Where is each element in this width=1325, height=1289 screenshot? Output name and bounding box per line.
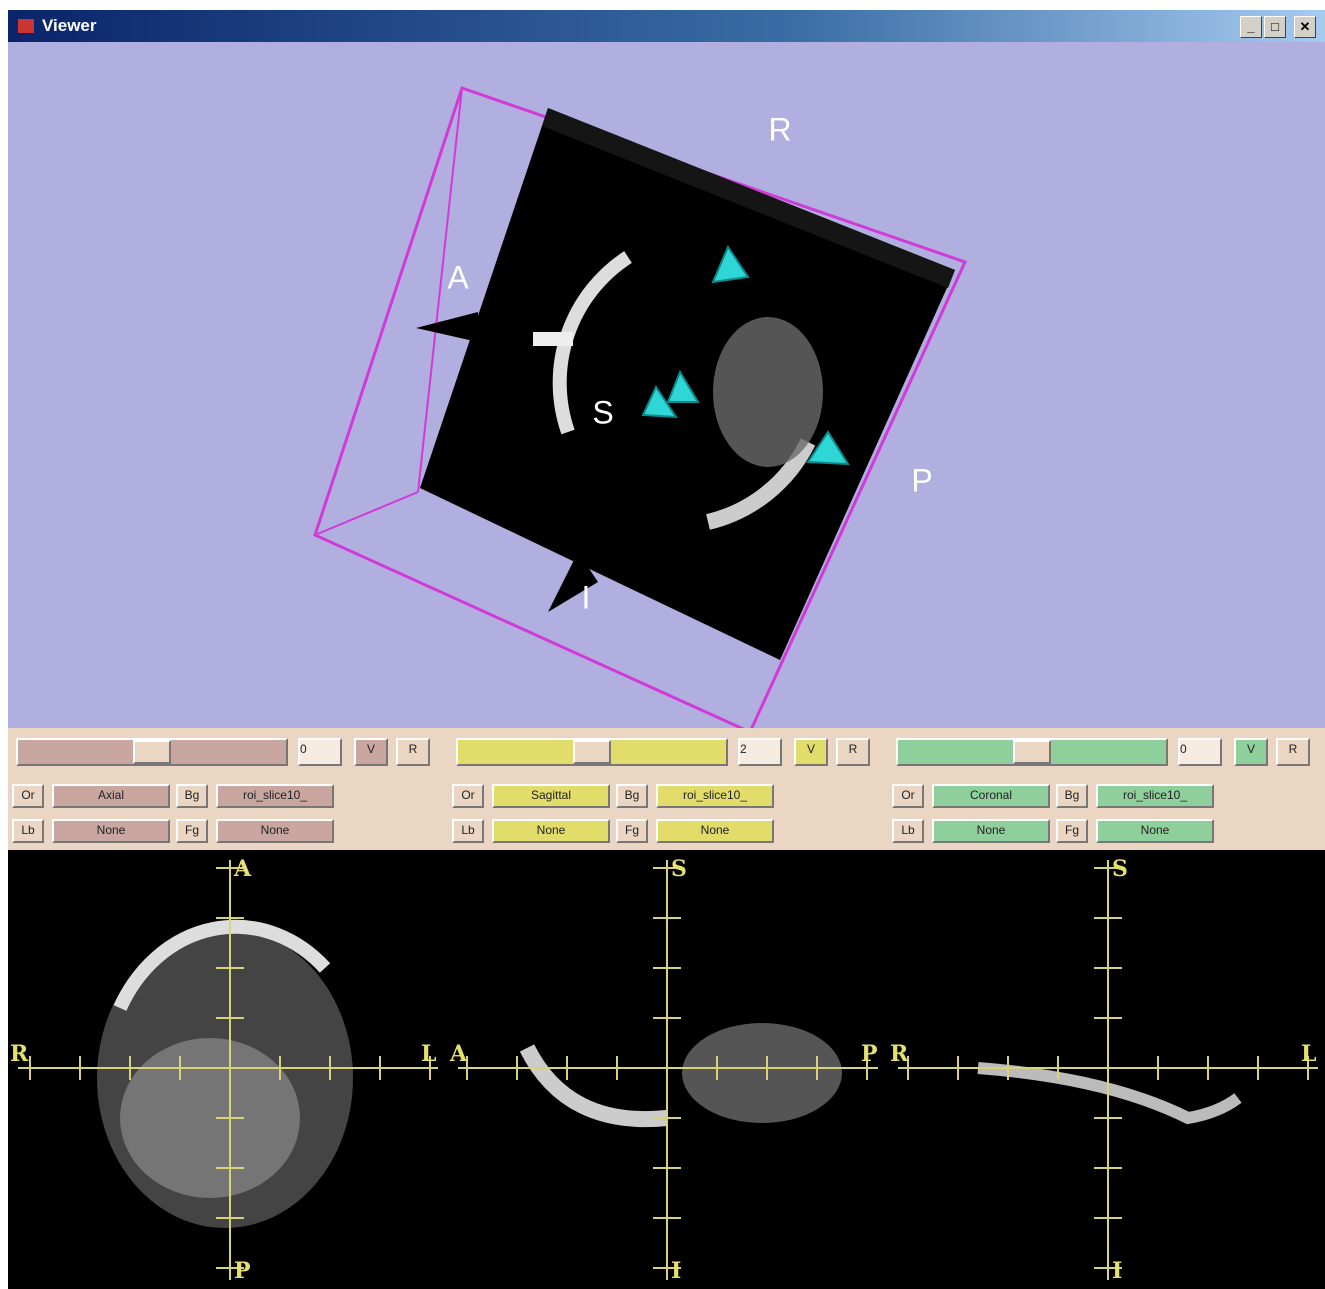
- menu-label[interactable]: Fg: [176, 819, 208, 843]
- bounding-box-edge: [417, 87, 463, 493]
- bounding-box: [313, 86, 968, 728]
- orientation-label: I: [1112, 1258, 1122, 1284]
- orientation-label: I: [671, 1258, 681, 1284]
- orientation-label: P: [234, 1258, 251, 1284]
- fiducial: [806, 430, 850, 466]
- plane-tab: [548, 552, 598, 612]
- visible-button[interactable]: V: [354, 738, 388, 766]
- slice-entry[interactable]: 0: [1178, 738, 1222, 766]
- menu-button[interactable]: Axial: [52, 784, 170, 808]
- image-region: [682, 1023, 842, 1123]
- menu-label[interactable]: Bg: [1056, 784, 1088, 808]
- orientation-label: S: [592, 394, 613, 430]
- image-arc: [977, 1062, 1242, 1125]
- orientation-label: R: [768, 111, 791, 147]
- slice-plane-edge: [542, 108, 955, 288]
- fiducial: [666, 369, 700, 403]
- visible-button[interactable]: V: [1234, 738, 1268, 766]
- menu-button[interactable]: None: [492, 819, 610, 843]
- image-arc: [113, 919, 331, 1011]
- visible-button[interactable]: V: [794, 738, 828, 766]
- menu-label[interactable]: Or: [12, 784, 44, 808]
- minimize-button[interactable]: _: [1240, 16, 1262, 38]
- slider-thumb[interactable]: [133, 740, 171, 764]
- view-3d[interactable]: R A S P I: [8, 42, 1325, 728]
- maximize-button[interactable]: □: [1264, 16, 1286, 38]
- fiducial: [711, 244, 750, 284]
- slice-entry[interactable]: 0: [298, 738, 342, 766]
- menu-label[interactable]: Or: [892, 784, 924, 808]
- fiducial: [641, 384, 678, 419]
- fiducials: [641, 244, 850, 466]
- image-tissue: [713, 317, 823, 467]
- menu-label[interactable]: Fg: [616, 819, 648, 843]
- menu-button[interactable]: None: [932, 819, 1050, 843]
- orientation-label: A: [233, 856, 252, 882]
- orientation-label: P: [861, 1041, 878, 1067]
- orientation-label: P: [911, 462, 932, 498]
- slice-controls: 0 V R Or Axial Bg roi_slice10_ Lb None Fg None 2 V R O…: [8, 728, 1325, 850]
- image-region: [120, 1038, 300, 1198]
- menu-label[interactable]: Lb: [452, 819, 484, 843]
- menu-button[interactable]: Coronal: [932, 784, 1050, 808]
- menu-label[interactable]: Bg: [176, 784, 208, 808]
- reset-button[interactable]: R: [836, 738, 870, 766]
- title-bar: Viewer _ □ ✕: [8, 10, 1325, 42]
- orientation-label: I: [582, 579, 591, 615]
- orientation-label: S: [671, 856, 687, 882]
- menu-button[interactable]: roi_slice10_: [656, 784, 774, 808]
- menu-button[interactable]: roi_slice10_: [1096, 784, 1214, 808]
- menu-button[interactable]: Sagittal: [492, 784, 610, 808]
- orientation-label: L: [1301, 1041, 1316, 1067]
- close-button[interactable]: ✕: [1294, 16, 1316, 38]
- image-bright: [533, 332, 573, 346]
- slider-thumb[interactable]: [573, 740, 611, 764]
- menu-button[interactable]: roi_slice10_: [216, 784, 334, 808]
- reset-button[interactable]: R: [1276, 738, 1310, 766]
- slice-entry[interactable]: 2: [738, 738, 782, 766]
- orientation-label: S: [1112, 856, 1128, 882]
- window-title: Viewer: [42, 16, 97, 35]
- menu-label[interactable]: Lb: [12, 819, 44, 843]
- app-icon: [18, 19, 34, 33]
- menu-label[interactable]: Lb: [892, 819, 924, 843]
- menu-button[interactable]: None: [1096, 819, 1214, 843]
- image-arc: [519, 1044, 668, 1128]
- bounding-box-edge: [314, 491, 419, 536]
- orientation-label: A: [447, 259, 469, 295]
- menu-button[interactable]: None: [216, 819, 334, 843]
- orientation-label: L: [421, 1041, 436, 1067]
- menu-button[interactable]: None: [52, 819, 170, 843]
- image-arc: [706, 438, 816, 530]
- menu-label[interactable]: Bg: [616, 784, 648, 808]
- orientation-label: A: [449, 1041, 468, 1067]
- reset-button[interactable]: R: [396, 738, 430, 766]
- menu-label[interactable]: Fg: [1056, 819, 1088, 843]
- orientation-label: R: [10, 1041, 29, 1067]
- plane-tab: [416, 312, 478, 342]
- slider-thumb[interactable]: [1013, 740, 1051, 764]
- menu-label[interactable]: Or: [452, 784, 484, 808]
- orientation-label: R: [890, 1041, 909, 1067]
- menu-button[interactable]: None: [656, 819, 774, 843]
